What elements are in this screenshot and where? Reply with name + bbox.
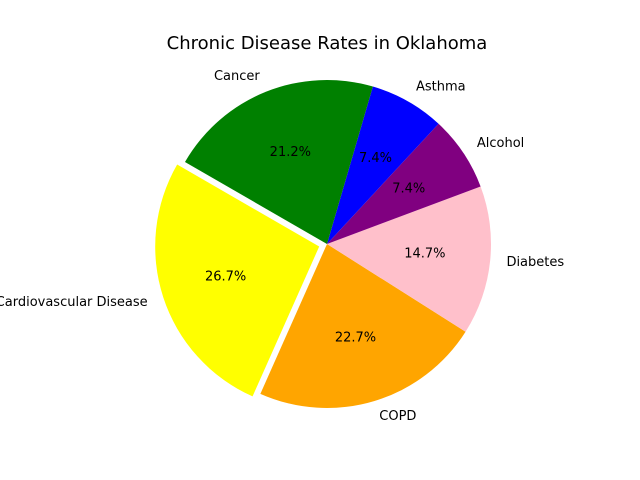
slice-label-cancer: Cancer	[214, 69, 260, 84]
pie-slice-cancer	[184, 80, 373, 244]
chart-title: Chronic Disease Rates in Oklahoma	[167, 33, 488, 54]
slice-label-asthma: Asthma	[416, 80, 466, 95]
pie-slice-diabetes	[327, 186, 491, 332]
pct-label-diabetes: 14.7%	[404, 247, 445, 262]
pie-slices	[155, 80, 491, 409]
slice-label-diabetes: Diabetes	[506, 255, 564, 270]
pie-slice-asthma	[327, 86, 439, 245]
slice-label-copd: COPD	[379, 409, 416, 424]
slice-label-cardiovascular-disease: Cardiovascular Disease	[0, 295, 148, 310]
pie-slice-copd	[260, 244, 466, 409]
pie-labels: 26.7% Cardiovascular Disease 22.7% COPD 14.7…	[0, 69, 564, 424]
pct-label-cancer: 21.2%	[270, 145, 311, 160]
pct-label-asthma: 7.4%	[359, 151, 392, 166]
pct-label-cardiovascular-disease: 26.7%	[205, 269, 246, 284]
pct-label-alcohol: 7.4%	[392, 182, 425, 197]
pct-label-copd: 22.7%	[335, 331, 376, 346]
pie-slice-alcohol	[327, 123, 481, 244]
pie-slice-cardiovascular-disease	[155, 164, 320, 397]
slice-label-alcohol: Alcohol	[477, 136, 524, 151]
